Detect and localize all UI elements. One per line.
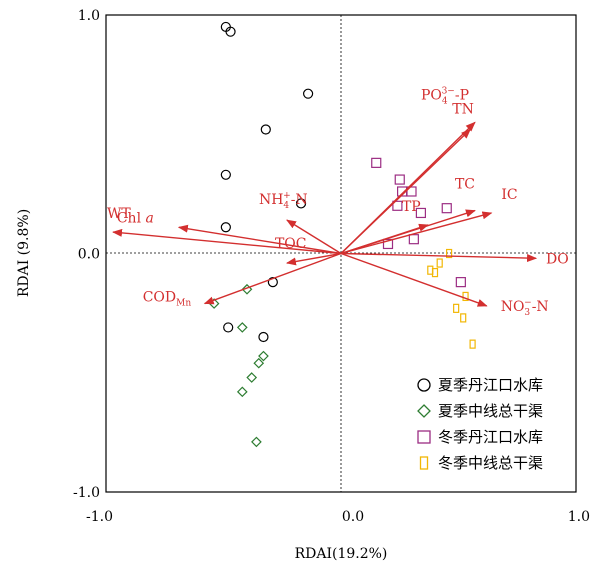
data-point-series-3 bbox=[406, 186, 417, 197]
data-point-series-3 bbox=[415, 207, 426, 219]
x-axis-label: RDAⅠ(19.2%) bbox=[295, 546, 388, 562]
legend-marker bbox=[417, 430, 431, 444]
data-point-series-1 bbox=[220, 169, 231, 180]
vector-label-no3: NO3−-N bbox=[501, 298, 549, 318]
data-point-series-1 bbox=[223, 322, 234, 333]
legend-marker bbox=[417, 378, 431, 392]
data-point-series-1 bbox=[303, 88, 314, 99]
vector-label-ic: IC bbox=[501, 187, 517, 203]
axes bbox=[105, 14, 577, 493]
vector-label-nh4: NH4+-N bbox=[259, 191, 308, 211]
data-point-series-4 bbox=[436, 258, 443, 268]
data-point-series-3 bbox=[455, 277, 466, 288]
vector-no3 bbox=[340, 252, 488, 307]
vector-tp bbox=[340, 223, 429, 255]
legend-item: 夏季丹江口水库 bbox=[417, 376, 543, 394]
data-point-series-1 bbox=[225, 26, 236, 37]
vector-label-codmn: CODMn bbox=[143, 290, 192, 309]
y-tick-label: 1.0 bbox=[78, 8, 100, 24]
data-point-series-2 bbox=[236, 386, 248, 398]
data-points bbox=[208, 21, 476, 448]
vector-label-tc: TC bbox=[455, 177, 475, 193]
vector-label-chla: Chl a bbox=[117, 210, 154, 226]
vector-label-do: DO bbox=[546, 251, 569, 267]
vector-ic bbox=[340, 211, 493, 255]
x-tick-label: -1.0 bbox=[86, 509, 113, 525]
vector-label-tn: TN bbox=[452, 101, 474, 117]
legend-label: 夏季中线总干渠 bbox=[438, 402, 543, 420]
data-point-series-2 bbox=[253, 357, 265, 369]
y-axis-label: RDAⅠ (9.8%) bbox=[16, 209, 32, 297]
legend-marker bbox=[419, 456, 429, 470]
data-point-series-4 bbox=[460, 313, 467, 323]
vector-do bbox=[340, 252, 538, 263]
data-point-series-1 bbox=[295, 198, 307, 209]
x-tick-label: 1.0 bbox=[568, 509, 590, 525]
data-point-series-3 bbox=[382, 238, 394, 250]
data-point-series-2 bbox=[246, 372, 258, 383]
y-tick-label: 0.0 bbox=[78, 247, 100, 263]
legend-marker bbox=[417, 404, 431, 418]
data-point-series-4 bbox=[446, 248, 453, 259]
data-point-series-1 bbox=[220, 222, 231, 233]
vector-toc bbox=[285, 252, 342, 266]
data-point-series-4 bbox=[462, 291, 469, 302]
legend-item: 冬季丹江口水库 bbox=[417, 428, 543, 446]
vector-label-wt: WT bbox=[107, 206, 131, 222]
data-point-series-2 bbox=[251, 436, 262, 448]
data-point-series-4 bbox=[469, 339, 476, 349]
data-point-series-2 bbox=[236, 322, 248, 333]
legend-item: 夏季中线总干渠 bbox=[417, 402, 543, 420]
vector-nh4 bbox=[286, 219, 342, 255]
vector-tn bbox=[340, 128, 471, 255]
data-point-series-1 bbox=[258, 331, 269, 343]
tick-labels: -1.0 0.0 1.0 -1.0 0.0 1.0 bbox=[73, 8, 590, 525]
data-point-series-4 bbox=[431, 267, 439, 278]
data-point-series-1 bbox=[267, 277, 278, 288]
legend-label: 夏季丹江口水库 bbox=[438, 376, 543, 394]
vector-label-tp: TP bbox=[402, 199, 421, 215]
y-tick-label: -1.0 bbox=[73, 485, 100, 501]
data-point-series-3 bbox=[408, 234, 419, 245]
environmental-vectors bbox=[112, 121, 538, 307]
data-point-series-2 bbox=[241, 283, 253, 295]
vector-wt bbox=[112, 228, 342, 255]
vector-label-po4: PO43−-P bbox=[421, 86, 469, 106]
data-point-series-3 bbox=[394, 174, 405, 185]
x-tick-label: 0.0 bbox=[342, 509, 364, 525]
vector-chla bbox=[177, 224, 342, 255]
data-point-series-3 bbox=[441, 203, 452, 214]
vector-labels: PO43−-PTN TC IC TP DO NO3−-N TOC NH4+-N Chl aWT C… bbox=[107, 86, 569, 318]
data-point-series-2 bbox=[258, 350, 269, 362]
legend-label: 冬季中线总干渠 bbox=[438, 454, 543, 472]
vector-codmn bbox=[203, 252, 342, 305]
data-point-series-3 bbox=[371, 157, 382, 168]
data-point-series-1 bbox=[260, 124, 271, 135]
vector-label-toc: TOC bbox=[275, 236, 307, 252]
legend-item: 冬季中线总干渠 bbox=[419, 454, 543, 472]
data-point-series-4 bbox=[453, 303, 460, 313]
data-point-series-3 bbox=[392, 200, 403, 211]
legend-label: 冬季丹江口水库 bbox=[438, 428, 543, 446]
